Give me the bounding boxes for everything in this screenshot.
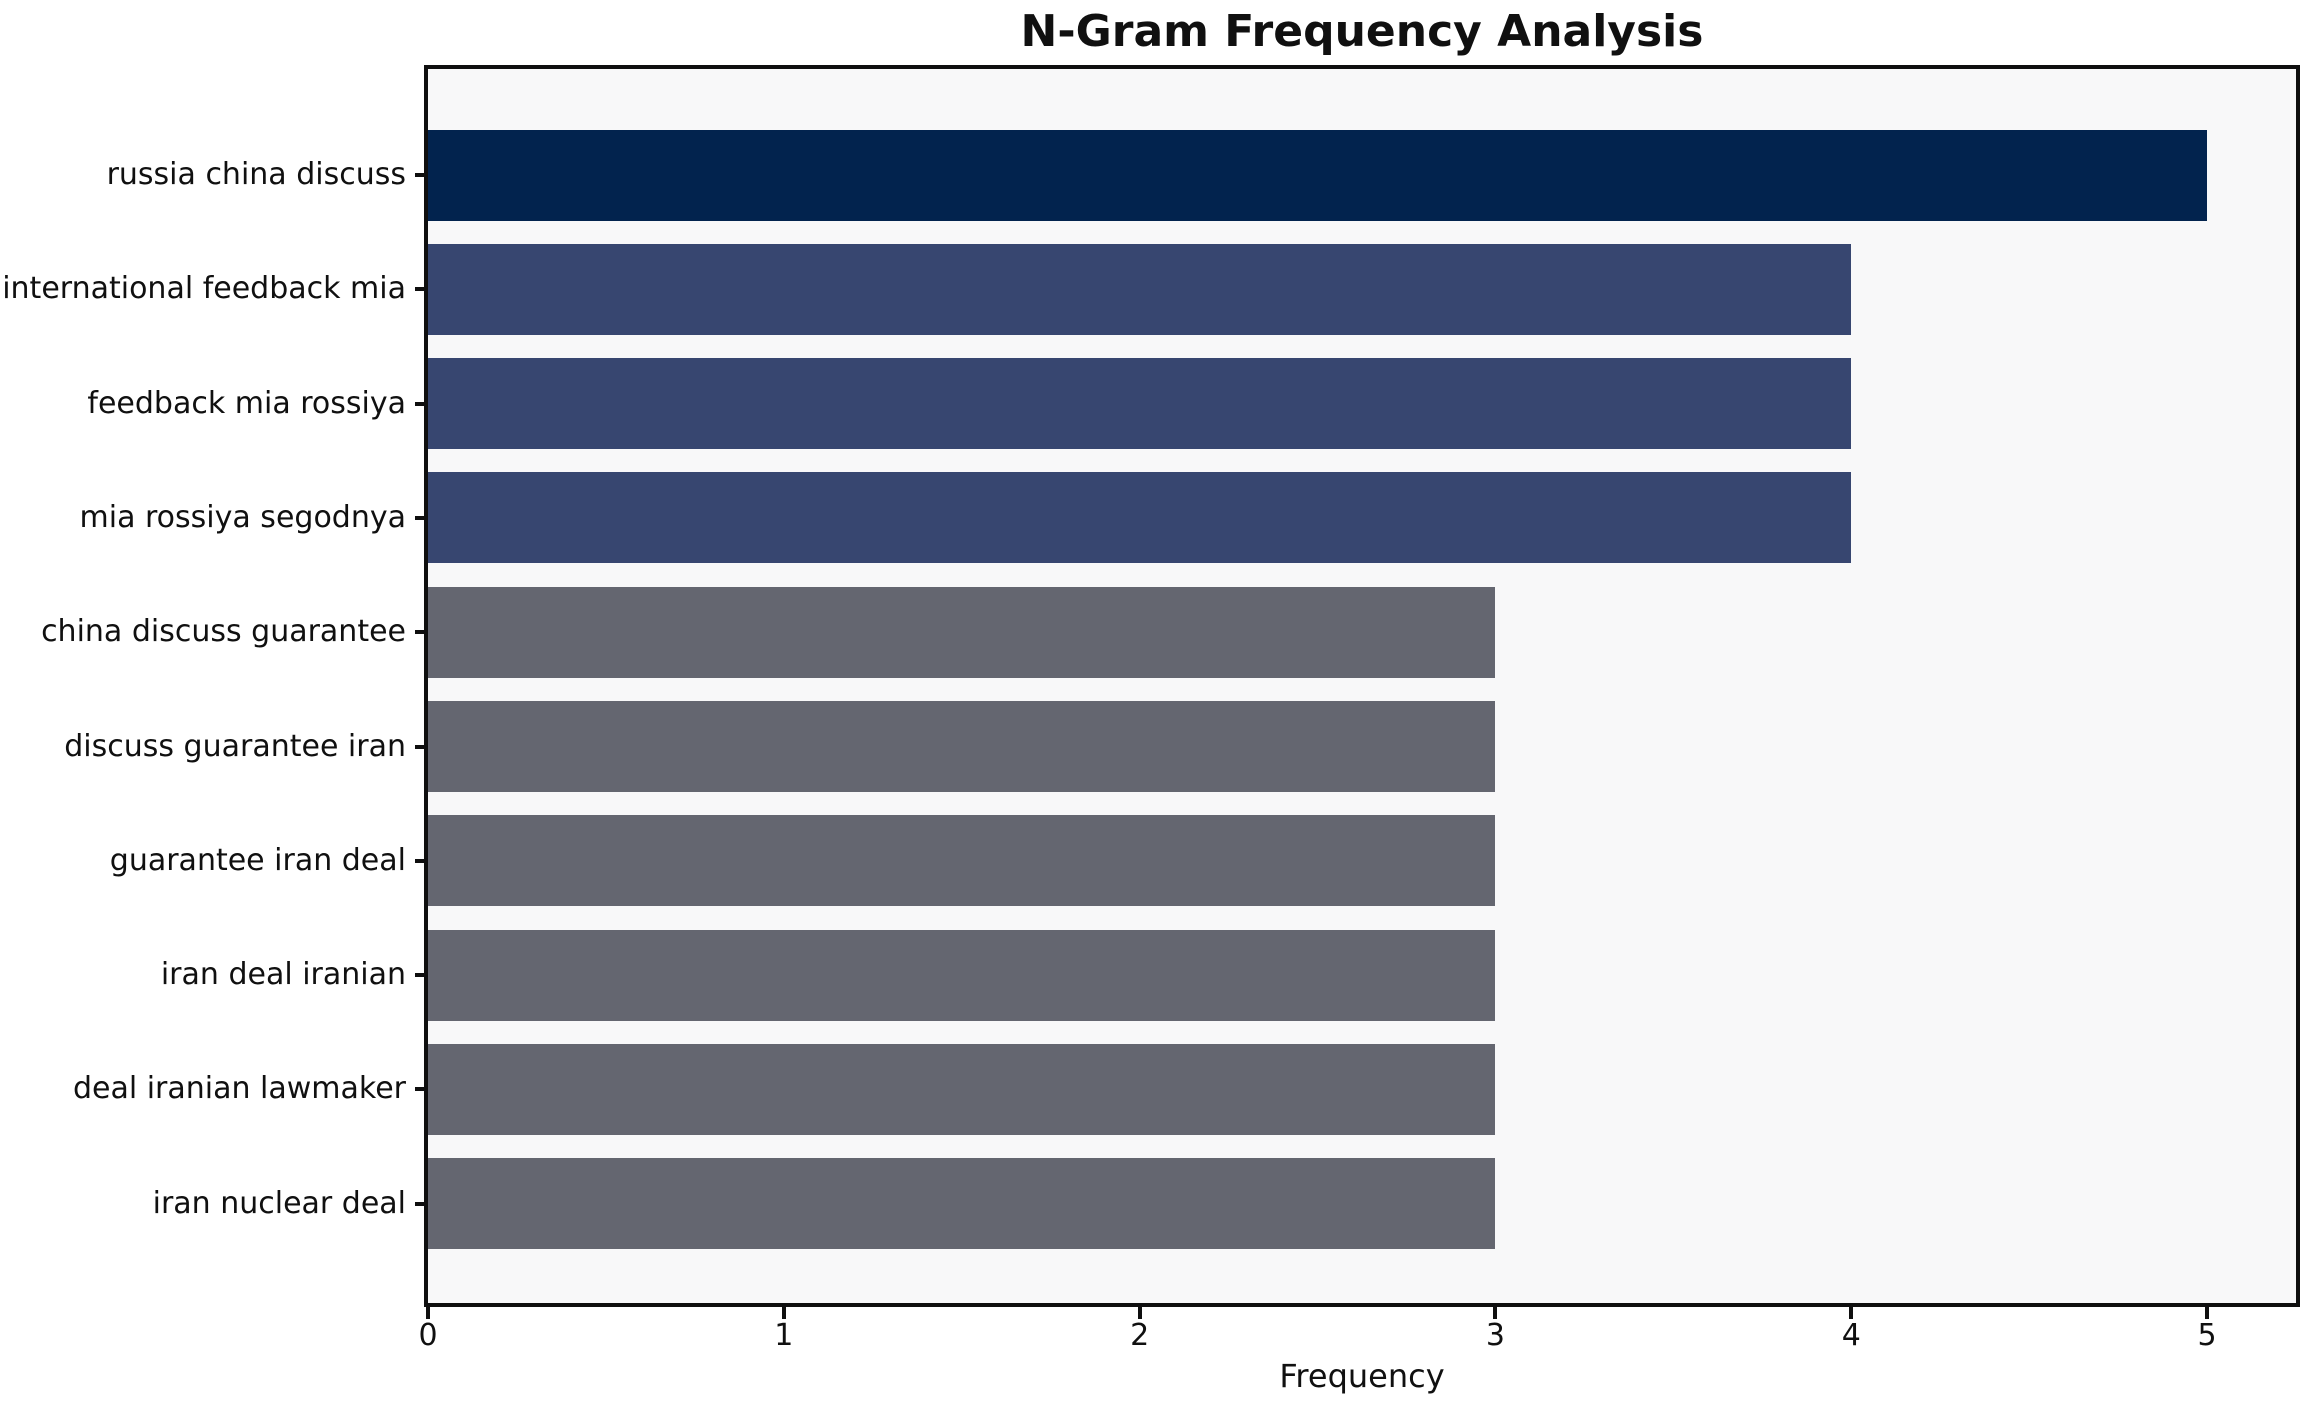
- x-tick-label: 0: [418, 1318, 438, 1353]
- y-tick-mark: [415, 401, 426, 406]
- y-tick-label: iran deal iranian: [160, 957, 406, 993]
- y-tick-mark: [415, 1201, 426, 1206]
- x-tick-label: 2: [1130, 1318, 1150, 1353]
- y-tick-mark: [415, 287, 426, 292]
- x-tick-mark: [2205, 1307, 2210, 1319]
- y-tick-mark: [415, 973, 426, 978]
- x-tick-label: 1: [774, 1318, 794, 1353]
- x-tick-mark: [1849, 1307, 1854, 1319]
- x-axis-title: Frequency: [1279, 1357, 1445, 1395]
- y-tick-mark: [415, 858, 426, 863]
- x-tick-mark: [1493, 1307, 1498, 1319]
- chart-title: N-Gram Frequency Analysis: [1020, 6, 1704, 57]
- y-tick-label: guarantee iran deal: [109, 842, 406, 878]
- bar: [428, 472, 1852, 564]
- y-tick-label: deal iranian lawmaker: [72, 1071, 406, 1107]
- x-tick-mark: [781, 1307, 786, 1319]
- y-tick-label: mia rossiya segodnya: [79, 499, 406, 535]
- x-tick-mark: [1137, 1307, 1142, 1319]
- bar: [428, 929, 1496, 1021]
- x-tick-label: 3: [1485, 1318, 1505, 1353]
- bar: [428, 1158, 1496, 1250]
- bar: [428, 815, 1496, 907]
- y-tick-mark: [415, 1087, 426, 1092]
- y-tick-label: international feedback mia: [2, 271, 406, 307]
- y-tick-mark: [415, 173, 426, 177]
- y-tick-mark: [415, 744, 426, 749]
- y-tick-label: iran nuclear deal: [152, 1185, 406, 1221]
- x-tick-mark: [426, 1307, 430, 1319]
- bar: [428, 129, 2208, 221]
- y-tick-label: discuss guarantee iran: [64, 728, 406, 764]
- bar: [428, 243, 1852, 335]
- y-tick-mark: [415, 630, 426, 635]
- y-tick-label: russia china discuss: [106, 157, 406, 192]
- bar: [428, 586, 1496, 678]
- y-tick-label: feedback mia rossiya: [87, 385, 406, 421]
- bar: [428, 1043, 1496, 1135]
- plot-area: [424, 65, 2300, 1307]
- bar: [428, 358, 1852, 450]
- x-tick-label: 4: [1841, 1318, 1861, 1353]
- x-tick-label: 5: [2197, 1318, 2217, 1353]
- y-tick-label: china discuss guarantee: [41, 614, 406, 650]
- y-tick-mark: [415, 515, 426, 520]
- bar: [428, 701, 1496, 792]
